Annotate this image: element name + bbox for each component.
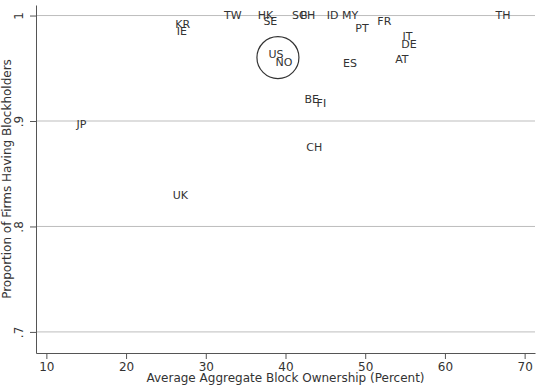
y-tick-mark bbox=[30, 332, 36, 333]
point-label: FI bbox=[317, 97, 327, 110]
x-tick-label: 60 bbox=[438, 360, 453, 374]
plot: 10203040506070.7.8.91TWHKSESGPHIDMYPTFRI… bbox=[12, 6, 536, 374]
y-tick: .8 bbox=[12, 221, 36, 232]
x-tick-mark bbox=[445, 353, 446, 359]
point-label: TW bbox=[223, 9, 242, 22]
point-label: ES bbox=[343, 57, 357, 70]
grid-line bbox=[36, 15, 535, 16]
point-label: ID bbox=[327, 9, 339, 22]
x-tick-label: 10 bbox=[39, 360, 54, 374]
point-label: PT bbox=[355, 22, 369, 35]
y-tick-mark bbox=[30, 16, 36, 17]
x-tick-mark bbox=[126, 353, 127, 359]
x-tick-mark bbox=[206, 353, 207, 359]
point-label: US bbox=[268, 48, 283, 61]
y-tick-label: 1 bbox=[12, 12, 26, 20]
point-label: IE bbox=[177, 25, 187, 38]
chart: 10203040506070.7.8.91TWHKSESGPHIDMYPTFRI… bbox=[0, 0, 540, 385]
point-label: CH bbox=[306, 141, 322, 154]
grid-line bbox=[36, 226, 535, 227]
y-tick-label: .7 bbox=[12, 327, 26, 338]
x-tick-mark bbox=[365, 353, 366, 359]
x-tick: 20 bbox=[119, 353, 134, 374]
x-tick-mark bbox=[525, 353, 526, 359]
y-axis-title: Proportion of Firms Having Blockholders bbox=[0, 59, 14, 299]
grid-line bbox=[36, 331, 535, 332]
point-label: UK bbox=[173, 189, 189, 202]
x-tick: 70 bbox=[517, 353, 532, 374]
point-label: PH bbox=[300, 9, 315, 22]
series: US bbox=[257, 37, 299, 79]
point-label: FR bbox=[377, 15, 391, 28]
y-axis-line bbox=[36, 6, 37, 354]
y-tick: .9 bbox=[12, 116, 36, 127]
point-label: TH bbox=[495, 9, 511, 22]
y-tick: .7 bbox=[12, 327, 36, 338]
y-tick-label: .8 bbox=[12, 221, 26, 232]
highlight-circle bbox=[257, 37, 299, 79]
grid-line bbox=[36, 121, 535, 122]
point-label: SE bbox=[263, 15, 277, 28]
x-tick-label: 70 bbox=[517, 360, 532, 374]
y-tick: 1 bbox=[12, 12, 36, 20]
x-tick-mark bbox=[286, 353, 287, 359]
x-tick-label: 20 bbox=[119, 360, 134, 374]
x-axis-title: Average Aggregate Block Ownership (Perce… bbox=[146, 371, 424, 385]
y-tick-mark bbox=[30, 226, 36, 227]
series: TWHKSESGPHIDMYPTFRITDEATTHKRIENOESBEFICH… bbox=[75, 9, 510, 201]
y-axis: .7 .8 .9 1 bbox=[12, 6, 37, 354]
point-label: AT bbox=[395, 53, 409, 66]
x-tick: 10 bbox=[39, 353, 54, 374]
x-tick: 60 bbox=[438, 353, 453, 374]
x-tick-mark bbox=[46, 353, 47, 359]
y-tick-label: .9 bbox=[12, 116, 26, 127]
point-label: JP bbox=[75, 118, 86, 131]
point-label: DE bbox=[401, 38, 416, 51]
points: TWHKSESGPHIDMYPTFRITDEATTHKRIENOESBEFICH… bbox=[75, 9, 510, 201]
y-tick-mark bbox=[30, 121, 36, 122]
point-label: MY bbox=[342, 9, 358, 22]
grid bbox=[36, 16, 535, 332]
